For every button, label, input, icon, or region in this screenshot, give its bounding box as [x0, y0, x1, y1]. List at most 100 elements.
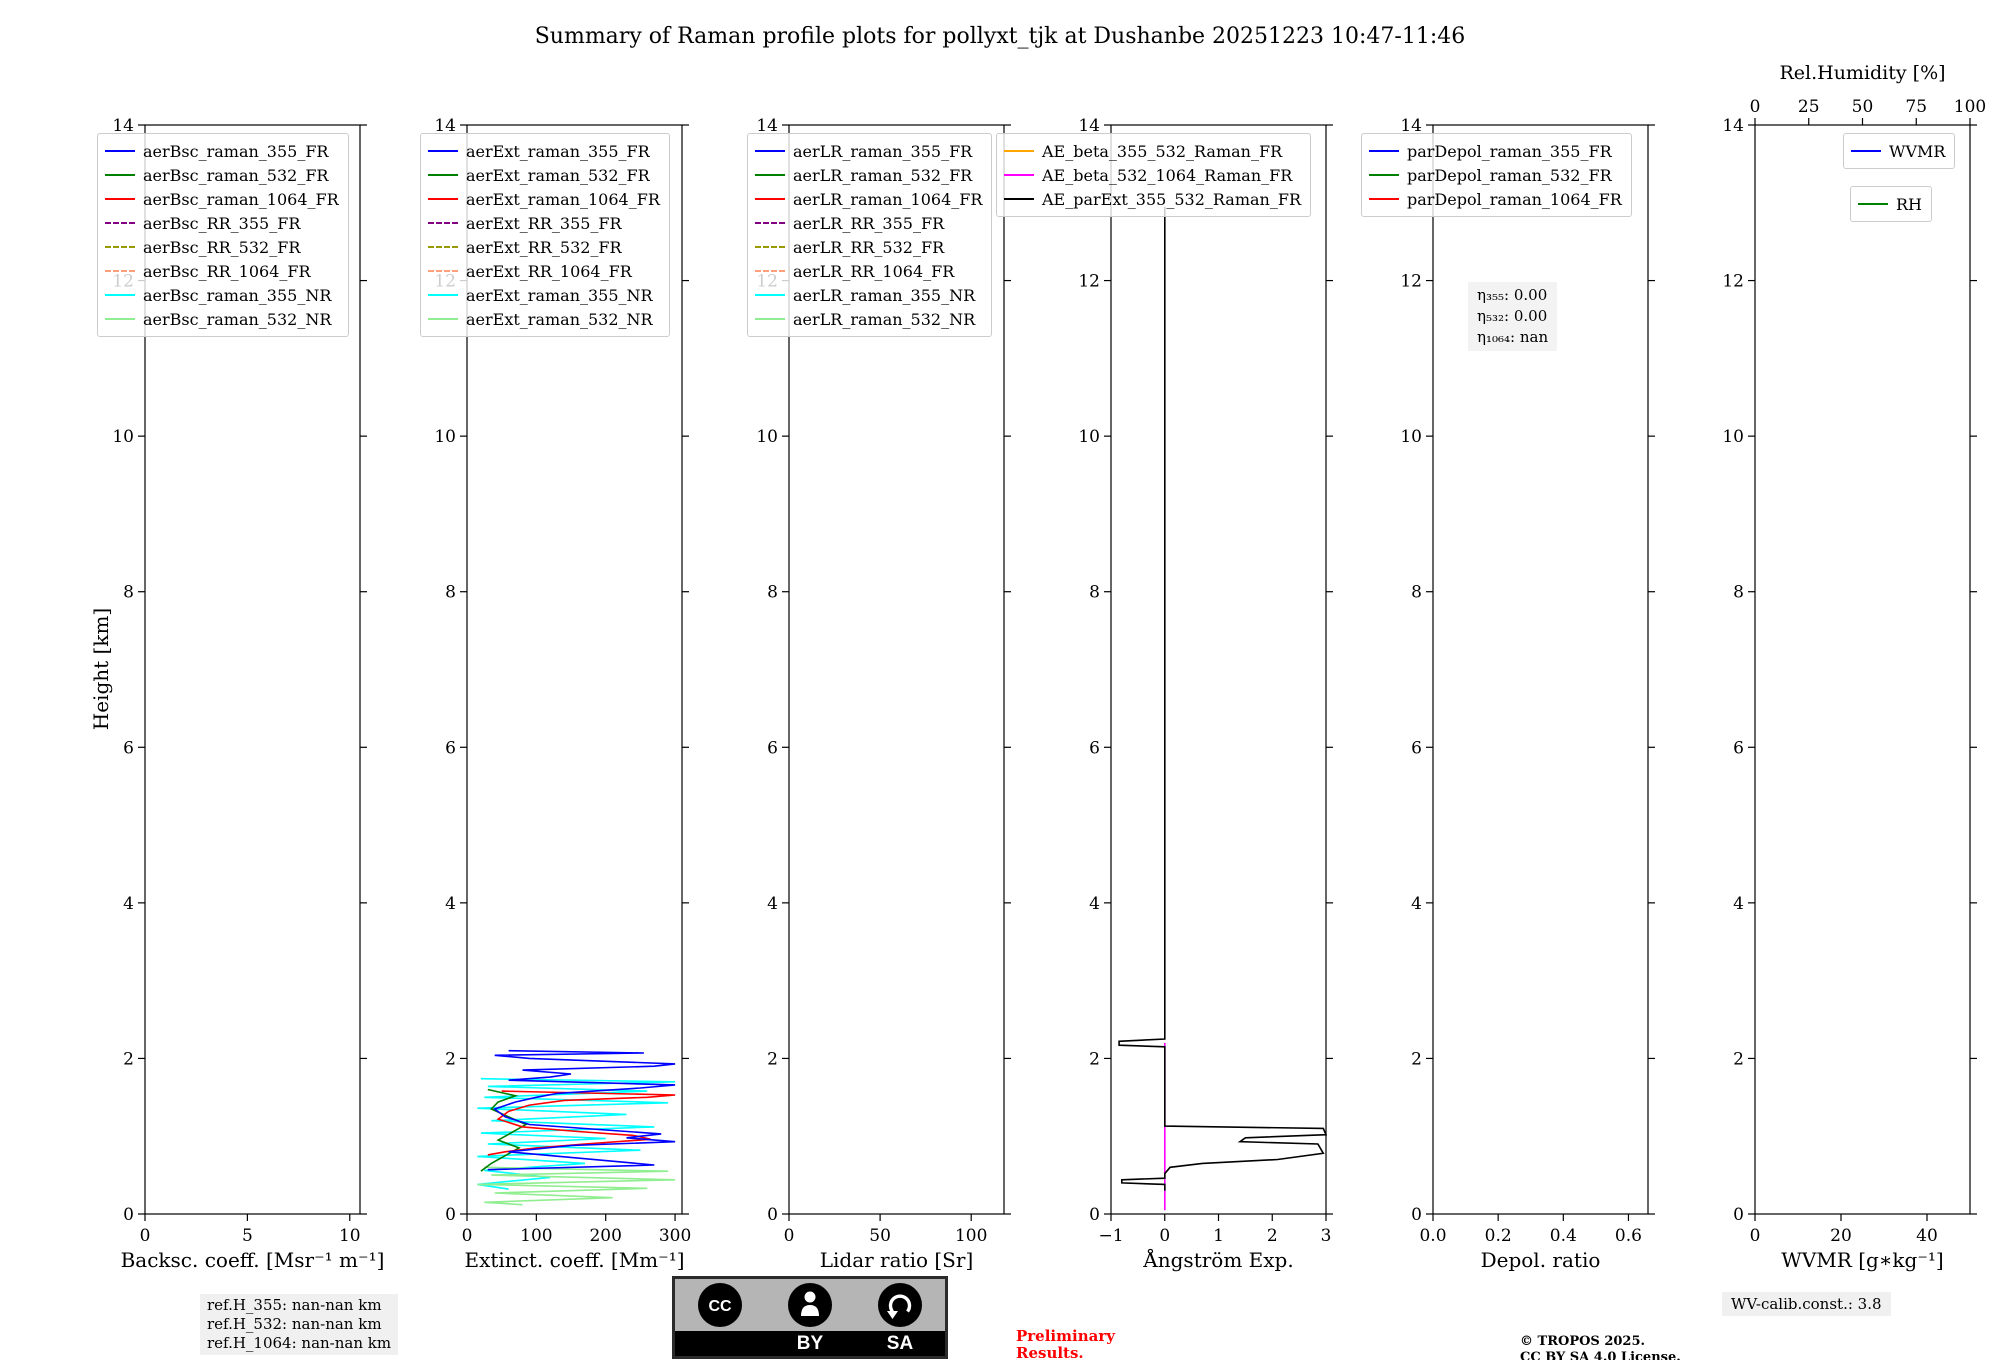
y-tick-label: 10: [1400, 427, 1422, 447]
eta-355-value: η₃₅₅: 0.00: [1477, 286, 1548, 304]
y-tick-label: 10: [1722, 427, 1744, 447]
ref-h-532: ref.H_532: nan-nan km: [207, 1315, 382, 1333]
x-tick-label: 300: [659, 1226, 691, 1246]
eta-532-value: η₅₃₂: 0.00: [1477, 307, 1548, 325]
y-tick-label: 4: [123, 894, 134, 914]
legend-label: aerExt_RR_355_FR: [466, 213, 622, 233]
legend-item: aerBsc_raman_532_NR: [105, 307, 339, 331]
cc-badge-text: BY SA: [675, 1331, 945, 1356]
legend-line-sample: [428, 318, 458, 320]
legend-item: aerLR_raman_532_FR: [755, 163, 982, 187]
legend-line-sample: [1858, 203, 1888, 205]
legend-label: aerBsc_raman_532_FR: [143, 165, 329, 185]
legend-label: aerLR_raman_355_FR: [793, 141, 973, 161]
legend-line-sample: [428, 246, 458, 248]
y-tick-label: 12: [1078, 272, 1100, 292]
x-tick-label: 100: [955, 1226, 987, 1246]
x-tick-label: 0: [462, 1226, 473, 1246]
legend-wvmr: WVMR: [1843, 133, 1956, 169]
legend-extinction: aerExt_raman_355_FR aerExt_raman_532_FR ae…: [420, 133, 670, 337]
y-tick-label: 12: [1400, 272, 1422, 292]
y-tick-label: 6: [1411, 738, 1422, 758]
x-tick-label: 0.2: [1485, 1226, 1512, 1246]
series-AE_parExt_355_532_Raman_FR: [1118, 206, 1327, 1191]
y-tick-label: 8: [1089, 583, 1100, 603]
y-tick-label: 6: [123, 738, 134, 758]
legend-item: aerExt_RR_355_FR: [428, 211, 660, 235]
x-tick-label: 100: [520, 1226, 552, 1246]
series-aerExt_raman_532_FR: [480, 1088, 528, 1172]
legend-label: aerLR_raman_1064_FR: [793, 189, 983, 209]
legend-angstrom: AE_beta_355_532_Raman_FR AE_beta_532_1064…: [996, 133, 1311, 217]
attribution-person-icon: [801, 1291, 819, 1316]
legend-item: aerExt_raman_355_FR: [428, 139, 660, 163]
legend-line-sample: [105, 246, 135, 248]
legend-line-sample: [428, 270, 458, 272]
legend-item: AE_beta_355_532_Raman_FR: [1004, 139, 1301, 163]
legend-line-sample: [1004, 174, 1034, 176]
panel-frame: [144, 124, 361, 1215]
legend-label: RH: [1896, 194, 1922, 214]
x-axis-label-lidar-ratio: Lidar ratio [Sr]: [819, 1248, 974, 1272]
y-tick-label: 8: [1733, 583, 1744, 603]
y-tick-label: 2: [1733, 1049, 1744, 1069]
y-tick-label: 14: [1078, 116, 1100, 136]
legend-item: AE_beta_532_1064_Raman_FR: [1004, 163, 1301, 187]
legend-line-sample: [1004, 150, 1034, 152]
y-tick-label: 2: [767, 1049, 778, 1069]
x-tick-label: 200: [589, 1226, 621, 1246]
legend-depol: parDepol_raman_355_FR parDepol_raman_532_…: [1361, 133, 1632, 217]
legend-item: aerBsc_RR_1064_FR: [105, 259, 339, 283]
panel-depol: 0.0 0.2 0.4 0.6 0 2 4 6 8 10 12 14: [1400, 116, 1655, 1246]
legend-item: aerLR_raman_1064_FR: [755, 187, 982, 211]
legend-label: parDepol_raman_532_FR: [1407, 165, 1612, 185]
y-tick-label: 2: [1089, 1049, 1100, 1069]
legend-label: aerLR_RR_532_FR: [793, 237, 945, 257]
preliminary-results-note: Preliminary Results.: [1016, 1327, 1115, 1360]
legend-line-sample: [1369, 150, 1399, 152]
y-tick-label: 8: [445, 583, 456, 603]
legend-label: aerBsc_raman_355_FR: [143, 141, 329, 161]
legend-line-sample: [105, 294, 135, 296]
y-tick-label: 4: [767, 894, 778, 914]
y-tick-label: 4: [1733, 894, 1744, 914]
y-tick-label: 0: [1411, 1205, 1422, 1225]
legend-line-sample: [755, 222, 785, 224]
x-axis-label-wvmr: WVMR [g∗kg⁻¹]: [1781, 1248, 1944, 1272]
y-tick-label: 2: [445, 1049, 456, 1069]
legend-item: aerLR_RR_1064_FR: [755, 259, 982, 283]
y-tick-label: 14: [434, 116, 456, 136]
legend-line-sample: [755, 294, 785, 296]
y-tick-label: 6: [1089, 738, 1100, 758]
legend-label: parDepol_raman_355_FR: [1407, 141, 1612, 161]
y-tick-label: 10: [434, 427, 456, 447]
legend-item: aerLR_RR_355_FR: [755, 211, 982, 235]
legend-item: aerBsc_raman_1064_FR: [105, 187, 339, 211]
legend-line-sample: [428, 174, 458, 176]
legend-label: aerLR_RR_1064_FR: [793, 261, 955, 281]
depol-eta-annotation: η₃₅₅: 0.00 η₅₃₂: 0.00 η₁₀₆₄: nan: [1468, 282, 1558, 351]
legend-item: WVMR: [1851, 139, 1945, 163]
legend-item: aerExt_raman_532_NR: [428, 307, 660, 331]
legend-item: aerExt_RR_532_FR: [428, 235, 660, 259]
y-tick-label: 8: [123, 583, 134, 603]
legend-label: aerLR_raman_532_NR: [793, 309, 976, 329]
panel-frame: [466, 124, 683, 1215]
legend-item: aerLR_raman_532_NR: [755, 307, 982, 331]
legend-label: aerBsc_raman_532_NR: [143, 309, 332, 329]
y-tick-label: 10: [112, 427, 134, 447]
legend-line-sample: [755, 198, 785, 200]
panel-frame: [1754, 124, 1971, 1215]
figure-title: Summary of Raman profile plots for polly…: [534, 24, 1466, 49]
legend-label: aerExt_raman_1064_FR: [466, 189, 660, 209]
wv-calibration-constant: WV-calib.const.: 3.8: [1722, 1292, 1891, 1316]
x-axis-label-extinction: Extinct. coeff. [Mm⁻¹]: [464, 1248, 685, 1272]
legend-label: aerExt_raman_532_NR: [466, 309, 653, 329]
x-axis-label-backscatter: Backsc. coeff. [Msr⁻¹ m⁻¹]: [120, 1248, 385, 1272]
legend-item: aerExt_RR_1064_FR: [428, 259, 660, 283]
legend-item: aerBsc_RR_355_FR: [105, 211, 339, 235]
x-tick-label: 0: [140, 1226, 151, 1246]
y-tick-label: 0: [445, 1205, 456, 1225]
share-alike-arrow-icon: [887, 1294, 912, 1319]
x-tick-label: 2: [1267, 1226, 1278, 1246]
